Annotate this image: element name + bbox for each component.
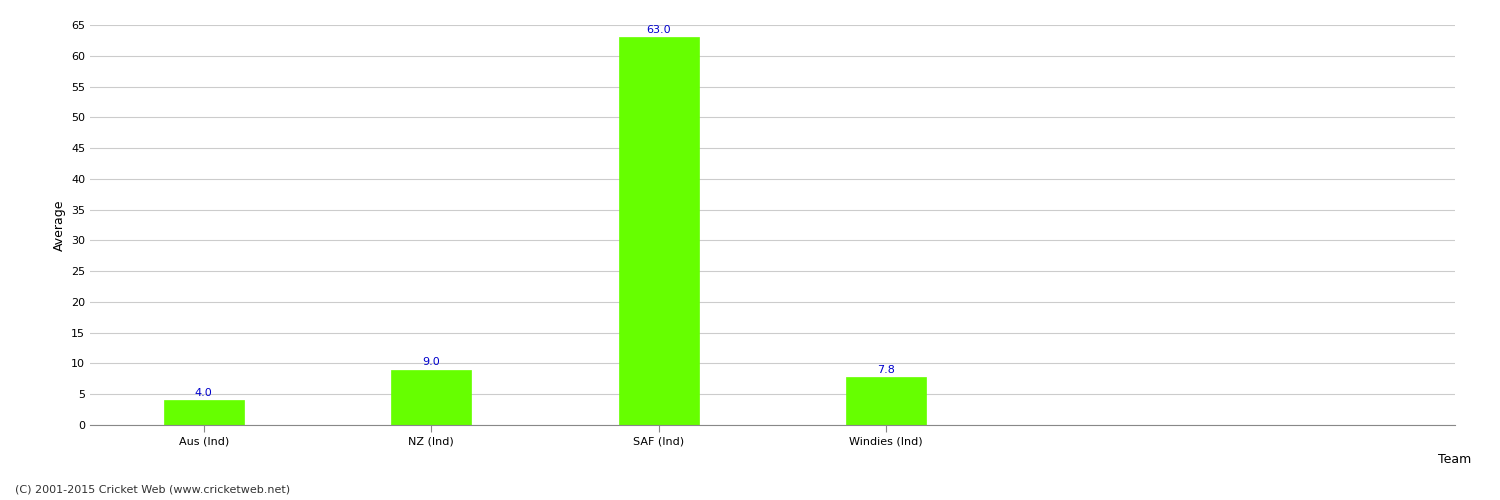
- Text: 63.0: 63.0: [646, 25, 670, 35]
- Bar: [620, 38, 699, 425]
- Y-axis label: Average: Average: [53, 199, 66, 251]
- Bar: [164, 400, 243, 425]
- Text: 9.0: 9.0: [423, 357, 439, 367]
- Text: (C) 2001-2015 Cricket Web (www.cricketweb.net): (C) 2001-2015 Cricket Web (www.cricketwe…: [15, 485, 290, 495]
- Bar: [846, 377, 926, 425]
- Text: 7.8: 7.8: [878, 364, 896, 374]
- Bar: [392, 370, 471, 425]
- X-axis label: Team: Team: [1438, 453, 1472, 466]
- Text: 4.0: 4.0: [195, 388, 213, 398]
